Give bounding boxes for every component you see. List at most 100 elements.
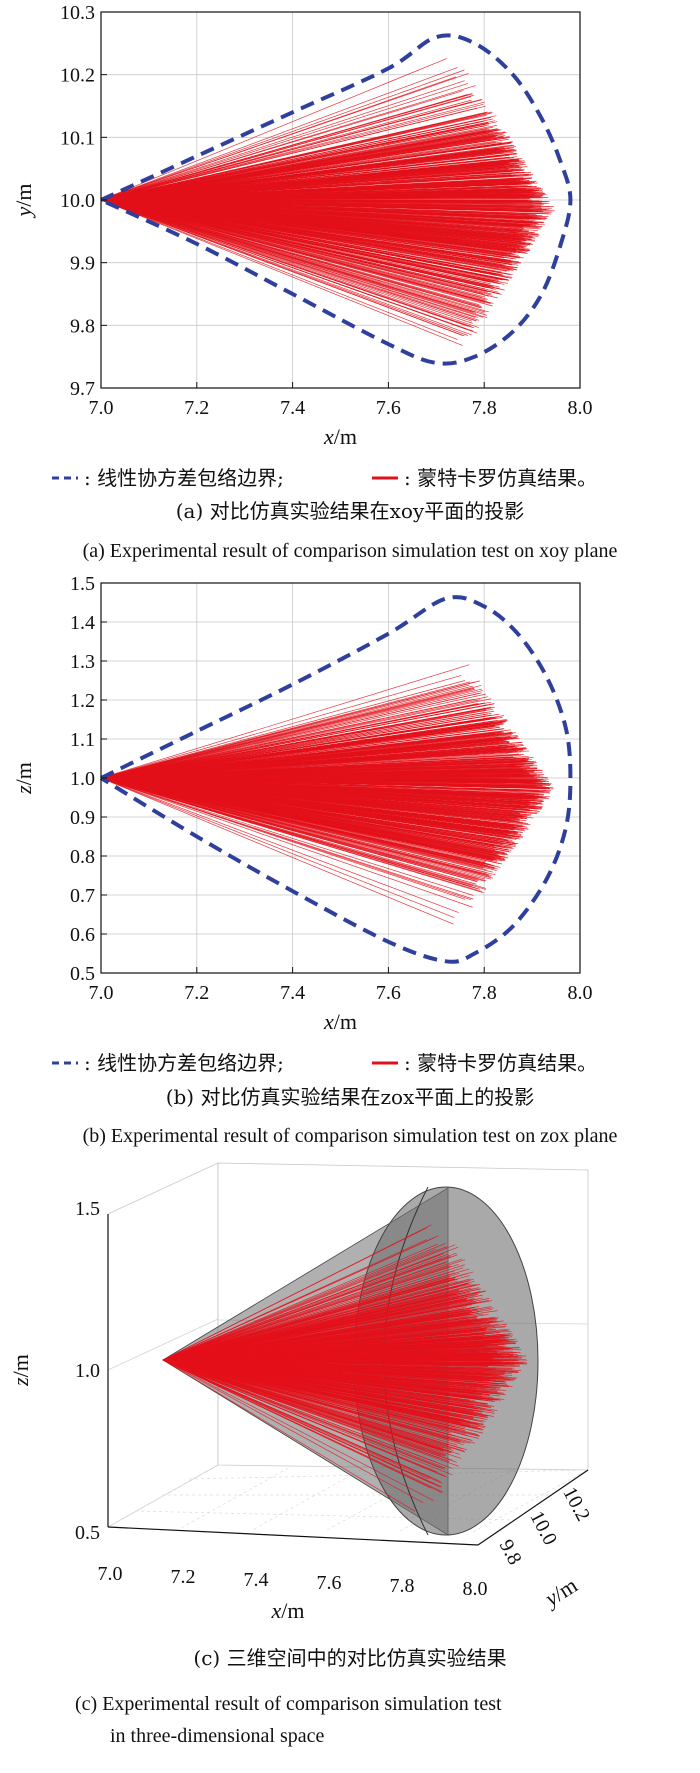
grid-line-z — [107, 1162, 219, 1215]
monte-carlo-trajectory — [100, 777, 511, 829]
monte-carlo-trajectory — [100, 174, 516, 201]
monte-carlo-trajectory — [162, 1278, 455, 1361]
monte-carlo-trajectory — [162, 1355, 511, 1361]
monte-carlo-trajectory — [100, 737, 517, 779]
monte-carlo-trajectory — [100, 777, 505, 853]
monte-carlo-trajectory — [100, 199, 549, 215]
monte-carlo-trajectory — [162, 1346, 485, 1361]
monte-carlo-trajectory — [100, 777, 509, 851]
monte-carlo-trajectory — [100, 199, 478, 334]
monte-carlo-trajectory — [100, 731, 503, 779]
y-tick-label: 10.2 — [60, 65, 95, 87]
y-tick-label: 0.7 — [70, 885, 95, 907]
monte-carlo-trajectory — [100, 147, 497, 201]
monte-carlo-trajectory — [162, 1359, 447, 1478]
monte-carlo-trajectory — [100, 199, 524, 203]
monte-carlo-trajectory — [162, 1359, 498, 1395]
monte-carlo-trajectory — [100, 768, 528, 779]
monte-carlo-trajectory — [100, 142, 502, 201]
monte-carlo-trajectory — [100, 777, 473, 908]
monte-carlo-trajectory — [100, 69, 465, 201]
y-tick-label: 10.2 — [558, 1484, 594, 1525]
monte-carlo-trajectory — [162, 1359, 484, 1378]
monte-carlo-trajectory — [100, 774, 523, 779]
x-axis-label: x/m — [323, 1009, 357, 1034]
monte-carlo-trajectory — [100, 777, 518, 819]
monte-carlo-trajectory — [162, 1359, 461, 1423]
monte-carlo-trajectory — [162, 1359, 481, 1396]
x-tick-label: 8.0 — [568, 397, 593, 419]
x-tick-label: 7.6 — [376, 982, 401, 1004]
caption-a-en: (a) Experimental result of comparison si… — [83, 540, 618, 562]
monte-carlo-trajectory — [162, 1307, 475, 1361]
legend-mc-label: : 蒙特卡罗仿真结果。 — [404, 466, 597, 490]
legend-b: : 线性协方差包络边界; : 蒙特卡罗仿真结果。 — [52, 1051, 597, 1075]
monte-carlo-trajectory — [100, 125, 485, 201]
y-tick-label: 10.1 — [60, 127, 95, 149]
monte-carlo-trajectory — [100, 199, 509, 269]
monte-carlo-trajectory — [100, 723, 504, 779]
monte-carlo-trajectory — [162, 1359, 475, 1390]
monte-carlo-trajectory — [100, 777, 495, 862]
legend-mc-label: : 蒙特卡罗仿真结果。 — [404, 1051, 597, 1075]
monte-carlo-trajectory — [100, 199, 476, 318]
monte-carlo-trajectory — [100, 726, 500, 779]
z-tick-label: 1.0 — [75, 1360, 100, 1382]
y-axis-label: z/m — [11, 762, 36, 795]
monte-carlo-trajectory — [100, 152, 517, 201]
monte-carlo-trajectory — [100, 94, 475, 201]
monte-carlo-trajectory — [162, 1359, 443, 1494]
monte-carlo-trajectory — [100, 199, 479, 328]
monte-carlo-trajectory — [100, 199, 519, 244]
monte-carlo-trajectory — [162, 1359, 471, 1405]
x-tick-label: 7.0 — [89, 397, 114, 419]
monte-carlo-trajectory — [100, 181, 530, 201]
y-tick-label: 1.1 — [70, 729, 95, 751]
y-tick-label: 10.0 — [60, 190, 95, 212]
monte-carlo-trajectory — [162, 1359, 443, 1484]
monte-carlo-trajectory — [162, 1252, 457, 1361]
monte-carlo-trajectory — [100, 777, 547, 785]
y-tick-label: 1.3 — [70, 651, 95, 673]
monte-carlo-trajectory — [162, 1258, 462, 1361]
monte-carlo-trajectory — [162, 1359, 477, 1403]
monte-carlo-trajectory — [100, 777, 519, 823]
y-tick-label: 10.3 — [60, 2, 95, 24]
monte-carlo-trajectory — [100, 684, 470, 779]
monte-carlo-fan — [100, 58, 555, 346]
monte-carlo-fan — [100, 664, 555, 925]
monte-carlo-trajectory — [100, 680, 466, 779]
monte-carlo-trajectory — [162, 1359, 500, 1376]
monte-carlo-trajectory — [162, 1332, 485, 1361]
z-tick-label: 0.5 — [75, 1522, 100, 1544]
monte-carlo-trajectory — [162, 1328, 487, 1361]
monte-carlo-trajectory — [162, 1359, 503, 1362]
monte-carlo-trajectory — [100, 196, 533, 201]
y-axis-line — [477, 1469, 589, 1546]
monte-carlo-trajectory — [100, 83, 469, 201]
monte-carlo-trajectory — [100, 777, 474, 886]
monte-carlo-trajectory — [100, 715, 487, 779]
monte-carlo-trajectory — [100, 777, 511, 848]
caption-c-zh: (c) 三维空间中的对比仿真实验结果 — [193, 1646, 506, 1670]
monte-carlo-trajectory — [100, 762, 534, 779]
monte-carlo-trajectory — [162, 1359, 462, 1459]
monte-carlo-trajectory — [100, 58, 447, 201]
x-tick-label: 7.4 — [280, 397, 305, 419]
monte-carlo-trajectory — [100, 199, 537, 226]
monte-carlo-trajectory — [162, 1359, 506, 1385]
monte-carlo-trajectory — [162, 1359, 494, 1365]
monte-carlo-trajectory — [100, 199, 495, 272]
monte-carlo-trajectory — [100, 117, 491, 201]
monte-carlo-trajectory — [162, 1335, 483, 1361]
monte-carlo-trajectory — [100, 199, 483, 309]
monte-carlo-trajectory — [100, 128, 500, 201]
monte-carlo-trajectory — [100, 777, 491, 878]
monte-carlo-trajectory — [100, 199, 505, 259]
monte-carlo-trajectory — [162, 1280, 475, 1361]
monte-carlo-trajectory — [162, 1280, 458, 1361]
monte-carlo-trajectory — [100, 777, 523, 804]
monte-carlo-trajectory — [100, 199, 473, 322]
y-tick-label: 0.5 — [70, 963, 95, 985]
monte-carlo-trajectory — [162, 1359, 471, 1412]
